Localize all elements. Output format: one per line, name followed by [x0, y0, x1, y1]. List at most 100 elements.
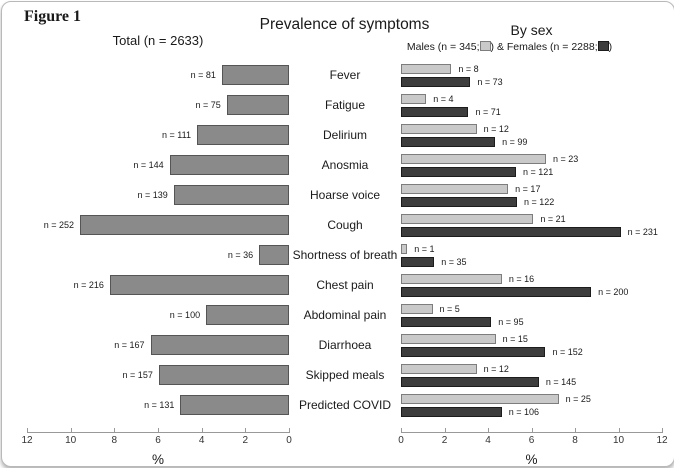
sex-bar-line: n = 5 — [401, 303, 662, 314]
total-count-label: n = 139 — [137, 190, 168, 200]
male-bar — [401, 123, 477, 134]
female-count-label: n = 152 — [552, 346, 583, 357]
chart-header: Prevalence of symptoms Total (n = 2633) … — [27, 2, 662, 60]
axis-tick — [575, 428, 576, 433]
sex-bar-line: n = 16 — [401, 273, 662, 284]
symptom-row: n = 144 Anosmia n = 23 n = 121 — [27, 150, 662, 180]
male-bar — [401, 273, 502, 284]
axis-tick — [114, 428, 116, 433]
axis-area: 12 10 8 6 4 2 0 % 0 2 4 6 8 10 12 % — [21, 427, 668, 467]
total-count-label: n = 157 — [122, 370, 153, 380]
sex-bar-line: n = 17 — [401, 183, 662, 194]
right-axis-percent-label: % — [525, 452, 538, 467]
total-bar — [173, 185, 289, 205]
figure-label: Figure 1 — [24, 8, 82, 25]
axis-tick-label: 2 — [441, 435, 448, 446]
legend-close-text: ) — [608, 41, 613, 53]
male-bar — [401, 153, 546, 164]
male-bar — [401, 393, 559, 404]
female-swatch-icon — [597, 41, 609, 51]
male-count-label: n = 5 — [439, 303, 460, 314]
symptom-row: n = 167 Diarrhoea n = 15 n = 152 — [27, 330, 662, 360]
female-bar — [401, 136, 496, 147]
female-count-label: n = 106 — [508, 406, 540, 417]
sex-bar-line: n = 23 — [401, 153, 662, 164]
male-count-label: n = 15 — [502, 333, 528, 344]
sex-legend: Males (n = 345;) & Females (n = 2288;) — [357, 41, 662, 53]
sex-bar-line: n = 15 — [401, 333, 662, 344]
male-count-label: n = 23 — [553, 153, 579, 164]
sex-bars-cell: n = 12 n = 145 — [401, 360, 662, 390]
female-bar — [401, 196, 517, 207]
symptom-row: n = 216 Chest pain n = 16 n = 200 — [27, 270, 662, 300]
total-bar — [80, 215, 289, 235]
axis-tick — [488, 428, 489, 433]
sex-bar-line: n = 122 — [401, 196, 662, 207]
symptom-label: Anosmia — [321, 158, 369, 172]
symptom-row: n = 139 Hoarse voice n = 17 n = 122 — [27, 180, 662, 210]
sex-bar-line: n = 8 — [401, 63, 662, 74]
left-axis: 12 10 8 6 4 2 0 — [21, 427, 292, 451]
symptom-label: Fatigue — [324, 98, 366, 112]
sex-bars-cell: n = 5 n = 95 — [401, 300, 662, 330]
total-bar-cell: n = 216 — [27, 270, 289, 300]
axis-tick-label: 6 — [155, 435, 161, 446]
chart-title: Prevalence of symptoms — [259, 16, 430, 33]
male-count-label: n = 12 — [483, 123, 509, 134]
sex-bars-cell: n = 15 n = 152 — [401, 330, 662, 360]
axis-tick-label: 10 — [612, 435, 625, 446]
female-bar — [401, 406, 502, 417]
axis-tick — [70, 428, 72, 433]
total-bar — [169, 155, 289, 175]
total-bar-cell: n = 144 — [27, 150, 289, 180]
female-count-label: n = 122 — [523, 196, 555, 207]
total-count-label: n = 100 — [169, 310, 201, 320]
total-bar — [259, 245, 289, 265]
symptom-label: Predicted COVID — [298, 398, 392, 412]
male-count-label: n = 16 — [508, 273, 535, 284]
female-bar — [401, 256, 435, 267]
male-count-label: n = 8 — [458, 63, 479, 74]
female-bar — [401, 106, 469, 117]
female-bar — [401, 376, 539, 387]
male-bar — [401, 213, 534, 224]
symptom-label: Delirium — [322, 128, 367, 142]
sex-bar-line: n = 73 — [401, 76, 662, 87]
sex-bar-line: n = 152 — [401, 346, 662, 357]
male-bar — [401, 303, 433, 314]
total-bar — [196, 125, 289, 145]
female-count-label: n = 71 — [475, 106, 501, 117]
total-count-label: n = 111 — [162, 130, 191, 140]
total-bar-cell: n = 131 — [27, 390, 289, 420]
sex-bar-line: n = 12 — [401, 363, 662, 374]
sex-bars-cell: n = 8 n = 73 — [401, 60, 662, 90]
sex-bars-cell: n = 16 n = 200 — [401, 270, 662, 300]
symptom-label: Shortness of breath — [292, 248, 398, 262]
symptom-label: Diarrhoea — [318, 338, 372, 352]
female-count-label: n = 99 — [502, 136, 528, 147]
sex-bar-line: n = 21 — [401, 213, 662, 224]
sex-bars-cell: n = 23 n = 121 — [401, 150, 662, 180]
male-swatch-icon — [479, 41, 491, 51]
sex-bars-cell: n = 25 n = 106 — [401, 390, 662, 420]
female-count-label: n = 121 — [523, 166, 554, 177]
axis-tick-label: 4 — [485, 435, 491, 446]
male-bar — [401, 183, 509, 194]
axis-tick-label: 12 — [21, 435, 33, 446]
symptom-row: n = 131 Predicted COVID n = 25 n = 106 — [27, 390, 662, 420]
symptom-row: n = 252 Cough n = 21 n = 231 — [27, 210, 662, 240]
total-bar — [150, 335, 289, 355]
chart-rows: n = 81 Fever n = 8 n = 73 n = 75 Fatigue n = 4… — [27, 60, 662, 420]
right-axis: 0 2 4 6 8 10 12 — [398, 427, 668, 451]
male-count-label: n = 12 — [483, 363, 509, 374]
male-bar — [401, 333, 496, 344]
by-sex-header: By sex — [510, 22, 553, 38]
male-bar — [401, 93, 427, 104]
total-bar — [158, 365, 289, 385]
axis-tick — [201, 428, 203, 433]
sex-bar-line: n = 12 — [401, 123, 662, 134]
sex-bar-line: n = 4 — [401, 93, 662, 104]
male-bar — [401, 243, 408, 254]
sex-bars-cell: n = 1 n = 35 — [401, 240, 662, 270]
female-count-label: n = 145 — [545, 376, 577, 387]
